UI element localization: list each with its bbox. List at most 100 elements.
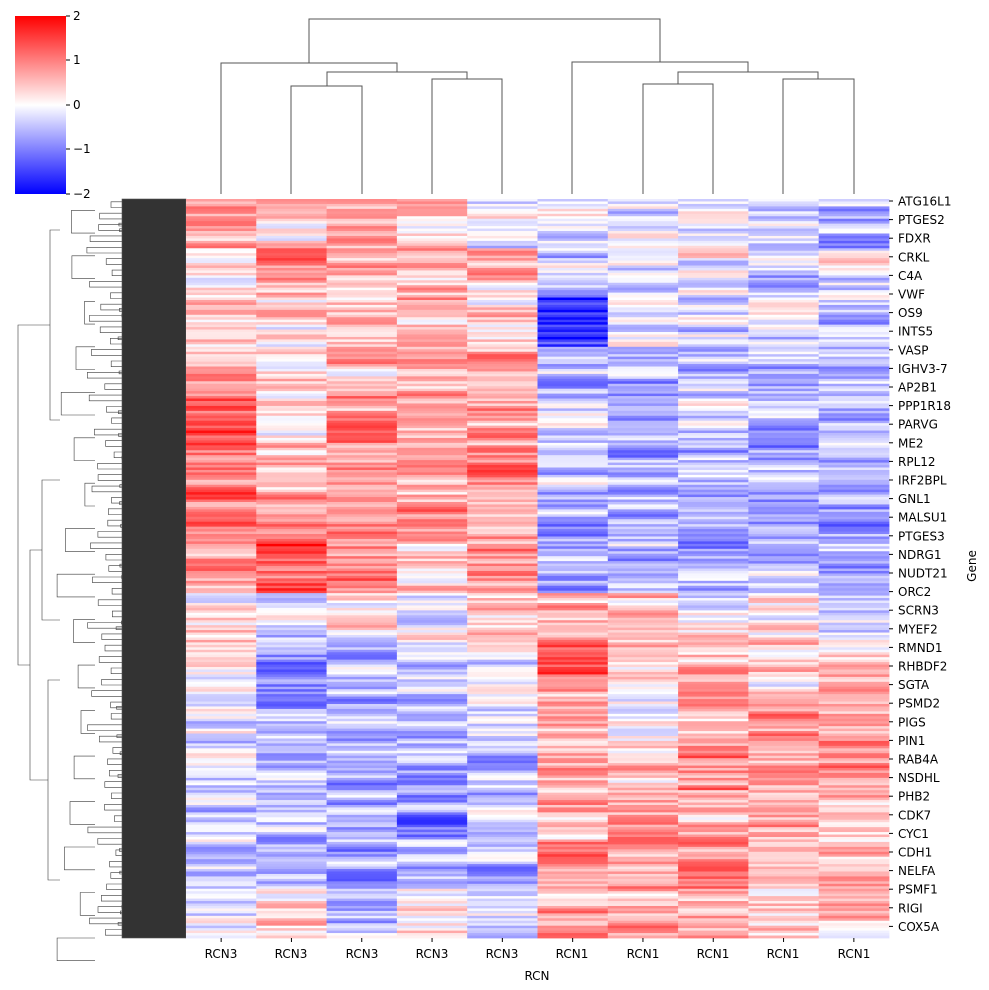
heatmap-cell bbox=[537, 282, 609, 286]
heatmap-cell bbox=[467, 201, 538, 205]
column-labels: RCN3 RCN3 RCN3 RCN3 RCN3 RCN1 RCN1 RCN1 … bbox=[205, 938, 870, 961]
heatmap-cell bbox=[467, 231, 538, 234]
heatmap-cell bbox=[607, 329, 679, 333]
heatmap-cell bbox=[467, 839, 538, 843]
heatmap-cell bbox=[818, 309, 890, 313]
heatmap-cell bbox=[326, 814, 398, 818]
heatmap-cell bbox=[818, 435, 890, 439]
heatmap-cell bbox=[607, 536, 679, 540]
heatmap-cell bbox=[818, 706, 890, 710]
heatmap-cell bbox=[537, 723, 609, 727]
heatmap-cell bbox=[748, 556, 820, 560]
heatmap-cell bbox=[607, 770, 679, 774]
heatmap-cell bbox=[256, 908, 327, 912]
heatmap-cell bbox=[256, 484, 327, 488]
heatmap-cell bbox=[396, 809, 468, 813]
row-label: IGHV3-7 bbox=[898, 362, 948, 376]
heatmap-cell bbox=[186, 243, 257, 247]
heatmap-cell bbox=[607, 373, 679, 377]
heatmap-cell bbox=[537, 455, 609, 459]
heatmap-cell bbox=[326, 639, 398, 643]
heatmap-cell bbox=[607, 231, 679, 234]
heatmap-cell bbox=[256, 304, 327, 308]
heatmap-cell bbox=[537, 839, 609, 843]
heatmap-cell bbox=[748, 208, 820, 212]
heatmap-cell bbox=[396, 351, 468, 355]
heatmap-cell bbox=[818, 245, 890, 249]
heatmap-cell bbox=[678, 849, 749, 853]
row-label: PTGES2 bbox=[898, 213, 945, 227]
heatmap-cell bbox=[467, 844, 538, 848]
heatmap-cell bbox=[186, 511, 257, 515]
heatmap-cell bbox=[326, 718, 398, 722]
column-label: RCN3 bbox=[275, 947, 308, 961]
heatmap-cell bbox=[186, 630, 257, 633]
heatmap-cell bbox=[748, 437, 820, 441]
heatmap-cell bbox=[607, 635, 679, 638]
heatmap-cell bbox=[256, 447, 327, 451]
heatmap-cell bbox=[748, 743, 820, 747]
heatmap-cell bbox=[748, 846, 820, 850]
heatmap-cell bbox=[256, 354, 327, 358]
heatmap-cell bbox=[186, 329, 257, 333]
heatmap-cell bbox=[818, 905, 890, 909]
heatmap-cell bbox=[537, 474, 609, 478]
heatmap-cell bbox=[326, 772, 398, 776]
heatmap-cell bbox=[256, 632, 327, 636]
heatmap-cell bbox=[678, 376, 749, 380]
heatmap-cell bbox=[748, 573, 820, 577]
heatmap-cell bbox=[396, 918, 468, 922]
heatmap-cell bbox=[256, 664, 327, 668]
heatmap-cell bbox=[607, 420, 679, 424]
heatmap-cell bbox=[818, 300, 890, 303]
row-label: CRKL bbox=[898, 250, 930, 264]
heatmap-cell bbox=[396, 216, 468, 220]
heatmap-cell bbox=[748, 543, 820, 547]
heatmap-cell bbox=[818, 701, 890, 705]
heatmap-cell bbox=[256, 787, 327, 791]
heatmap-cell bbox=[186, 795, 257, 798]
heatmap-cell bbox=[818, 260, 890, 264]
heatmap-cell bbox=[818, 615, 890, 619]
heatmap-cell bbox=[186, 873, 257, 877]
heatmap-cell bbox=[607, 376, 679, 380]
heatmap-cell bbox=[537, 866, 609, 870]
heatmap-cell bbox=[818, 837, 890, 840]
heatmap-cell bbox=[326, 489, 398, 493]
heatmap-cell bbox=[256, 467, 327, 471]
heatmap-cell bbox=[467, 694, 538, 697]
heatmap-cell bbox=[607, 563, 679, 567]
heatmap-cell bbox=[678, 824, 749, 828]
heatmap-cell bbox=[186, 366, 257, 370]
heatmap-cell bbox=[256, 553, 327, 557]
heatmap-cell bbox=[818, 760, 890, 764]
heatmap-cell bbox=[748, 859, 820, 863]
heatmap-cell bbox=[467, 600, 538, 604]
heatmap-cell bbox=[818, 854, 890, 858]
heatmap-cell bbox=[748, 708, 820, 712]
heatmap-cell bbox=[748, 886, 820, 890]
heatmap-cell bbox=[607, 871, 679, 875]
heatmap-cell bbox=[186, 866, 257, 870]
heatmap-cell bbox=[256, 366, 327, 370]
heatmap-cell bbox=[256, 504, 327, 508]
heatmap-cell bbox=[396, 245, 468, 249]
heatmap-cell bbox=[748, 561, 820, 564]
heatmap-cell bbox=[186, 265, 257, 269]
heatmap-cell bbox=[467, 819, 538, 823]
heatmap-cell bbox=[537, 930, 609, 934]
heatmap-cell bbox=[537, 548, 609, 552]
heatmap-cell bbox=[607, 738, 679, 742]
column-label: RCN3 bbox=[486, 947, 519, 961]
heatmap-cell bbox=[396, 391, 468, 394]
heatmap-cell bbox=[678, 832, 749, 835]
heatmap-cell bbox=[256, 487, 327, 491]
heatmap-cell bbox=[186, 267, 257, 271]
heatmap-cell bbox=[326, 570, 398, 574]
heatmap-cell bbox=[678, 435, 749, 439]
heatmap-cell bbox=[326, 812, 398, 816]
heatmap-cell bbox=[678, 460, 749, 463]
heatmap-cell bbox=[256, 292, 327, 296]
heatmap-cell bbox=[678, 605, 749, 609]
heatmap-cell bbox=[607, 265, 679, 269]
